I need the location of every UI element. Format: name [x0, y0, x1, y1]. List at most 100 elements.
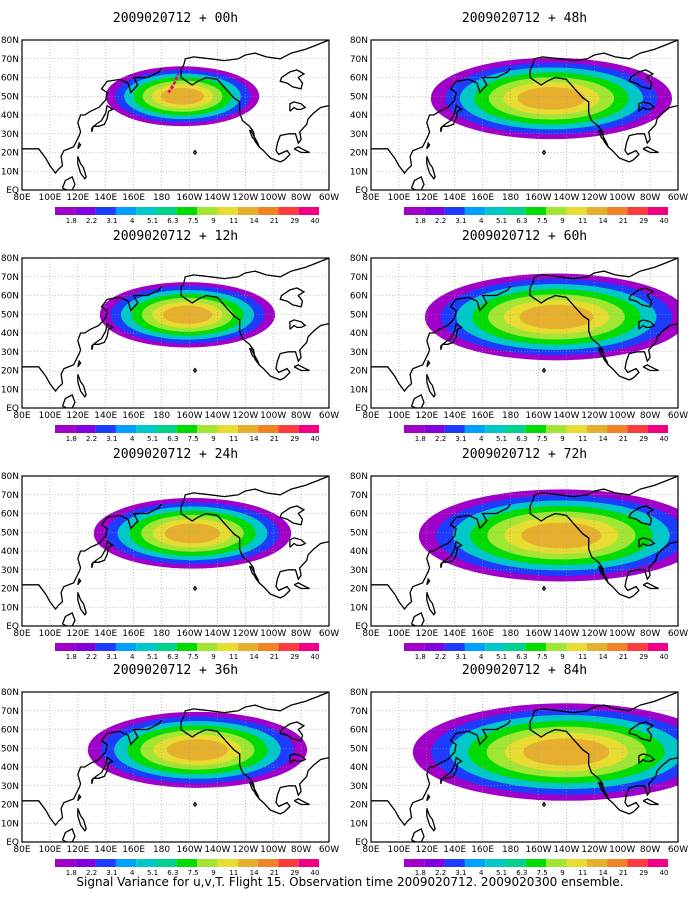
map-panel: 2009020712 + 84h 80N 70N 60N 50N 40N 30N 20N 10N…	[350, 663, 688, 877]
colorbar: 1.8 2.2 3.1 4 5.1 6.3 7.5 9 11 14 21 29 40	[55, 643, 319, 661]
longitude-tick-label: 80W	[640, 845, 660, 855]
philippines-coastline	[77, 808, 87, 832]
colorbar-segment	[546, 859, 567, 867]
panel-title: 2009020712 + 60h	[462, 229, 587, 244]
japan-coastline	[91, 104, 115, 133]
variance-field	[99, 282, 276, 348]
colorbar-label: 7.5	[188, 653, 199, 661]
latitude-tick-label: 10N	[350, 167, 368, 177]
longitude-tick-label: 100W	[609, 845, 635, 855]
latitude-tick-label: 20N	[350, 367, 368, 377]
colorbar-label: 4	[130, 435, 135, 443]
colorbar-label: 29	[290, 869, 299, 877]
colorbar-segment	[197, 643, 218, 651]
latitude-tick-label: 60N	[350, 292, 368, 302]
hawaii-coastline	[541, 367, 547, 373]
colorbar-label: 11	[578, 217, 587, 225]
map-frame	[21, 39, 330, 191]
great-lakes-outline	[289, 537, 307, 548]
hudson-bay-coastline	[279, 721, 306, 742]
borneo-coastline	[61, 393, 76, 408]
colorbar-segment	[237, 425, 259, 433]
cuba-coastline	[642, 582, 659, 590]
longitude-tick-label: 100W	[260, 411, 286, 421]
longitude-tick-label: 140W	[553, 629, 579, 639]
colorbar-segment	[95, 425, 116, 433]
cuba-coastline	[293, 582, 310, 590]
borneo-coastline	[61, 611, 76, 626]
longitude-tick-label: 60W	[319, 629, 339, 639]
baja-coastline	[597, 781, 609, 800]
map-frame	[370, 691, 679, 843]
map-grid	[371, 476, 678, 626]
longitude-tick-label: 60W	[668, 845, 688, 855]
hawaii-coastline	[192, 367, 198, 373]
map-panel: 2009020712 + 60h 80N 70N 60N 50N 40N 30N 20N 10N…	[350, 229, 688, 443]
hawaii-coastline	[192, 585, 198, 591]
longitude-tick-label: 60W	[319, 845, 339, 855]
latitude-tick-label: 30N	[1, 130, 19, 140]
north-america-coastline	[180, 692, 329, 815]
colorbar-label: 40	[311, 217, 320, 225]
colorbar-label: 14	[250, 869, 259, 877]
latitude-tick-label: 80N	[350, 36, 368, 46]
latitude-tick-label: 80N	[350, 688, 368, 698]
hawaii-coastline	[192, 801, 198, 807]
latitude-tick-label: 80N	[1, 254, 19, 264]
longitude-tick-label: 180	[153, 629, 170, 639]
colorbar: 1.8 2.2 3.1 4 5.1 6.3 7.5 9 11 14 21 29 40	[55, 207, 319, 225]
longitude-tick-label: 140E	[443, 845, 466, 855]
longitude-tick-label: 160W	[525, 411, 551, 421]
map-frame	[370, 475, 679, 627]
cuba-coastline	[642, 146, 659, 154]
colorbar-label: 1.8	[66, 217, 77, 225]
colorbar-segment	[464, 643, 486, 651]
longitude-tick-label: 100W	[260, 845, 286, 855]
colorbar-label: 2.2	[86, 653, 97, 661]
variance-field	[424, 273, 678, 361]
colorbar-label: 4	[130, 653, 135, 661]
great-lakes-outline	[638, 319, 656, 330]
colorbar-segment	[505, 425, 526, 433]
figure-caption: Signal Variance for u,v,T. Flight 15. Ob…	[76, 875, 623, 889]
philippines-coastline	[426, 592, 436, 616]
longitude-tick-label: 140W	[204, 629, 230, 639]
colorbar: 1.8 2.2 3.1 4 5.1 6.3 7.5 9 11 14 21 29 40	[404, 859, 668, 877]
asia-coastline	[22, 67, 163, 175]
variance-field	[105, 66, 260, 127]
colorbar-label: 9	[211, 217, 215, 225]
japan-coastline	[440, 540, 464, 569]
cuba-coastline	[293, 364, 310, 372]
longitude-tick-label: 140W	[204, 411, 230, 421]
colorbar-label: 5.1	[147, 653, 158, 661]
variance-contour	[160, 87, 204, 105]
longitude-tick-label: 80W	[291, 411, 311, 421]
latitude-tick-label: 50N	[1, 310, 19, 320]
longitude-tick-label: 100E	[38, 845, 61, 855]
colorbar-segment	[404, 207, 425, 215]
map-frame	[370, 39, 679, 191]
colorbar-segment	[278, 425, 299, 433]
japan-coastline	[91, 756, 115, 785]
borneo-coastline	[61, 827, 76, 842]
colorbar-segment	[176, 643, 198, 651]
colorbar-segment	[197, 425, 218, 433]
hawaii-coastline	[541, 149, 547, 155]
latitude-tick-label: 80N	[350, 254, 368, 264]
colorbar-segment	[464, 207, 486, 215]
colorbar-segment	[115, 859, 137, 867]
latitude-tick-label: EQ	[355, 404, 368, 414]
latitude-tick-label: 10N	[1, 385, 19, 395]
colorbar-segment	[485, 207, 506, 215]
latitude-tick-label: 30N	[1, 348, 19, 358]
asia-coastline	[22, 719, 163, 827]
longitude-tick-label: 100W	[260, 629, 286, 639]
latitude-tick-label: 40N	[1, 547, 19, 557]
colorbar-segment	[586, 425, 608, 433]
variance-contour	[517, 86, 586, 110]
asia-coastline	[371, 719, 512, 827]
taiwan-coastline	[77, 359, 82, 368]
colorbar-label: 5.1	[147, 217, 158, 225]
colorbar-label: 2.2	[86, 869, 97, 877]
